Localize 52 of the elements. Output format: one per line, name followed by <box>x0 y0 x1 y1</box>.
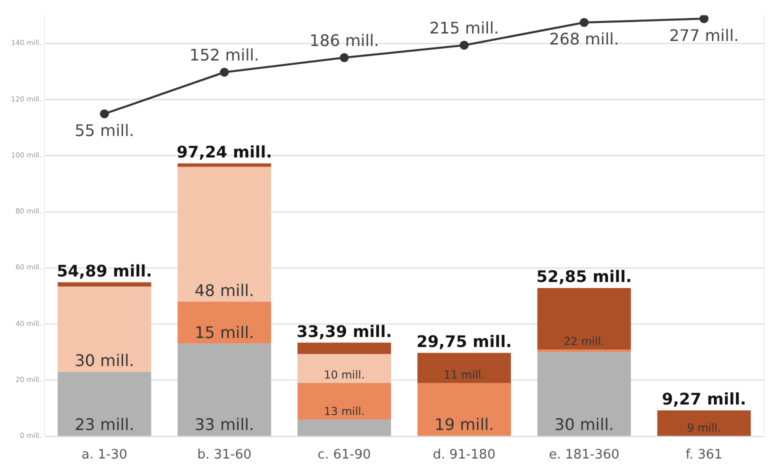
total-label: 97,24 mill. <box>176 142 272 162</box>
bar <box>178 302 272 344</box>
data-label: 48 mill. <box>194 280 254 300</box>
total-label: 52,85 mill. <box>536 267 632 286</box>
total-label: 29,75 mill. <box>416 332 512 352</box>
bar <box>298 342 392 354</box>
bar <box>58 282 152 286</box>
x-tick-label: f. 361 <box>686 448 722 463</box>
point <box>460 40 469 50</box>
data-label: 30 mill. <box>554 415 614 434</box>
point <box>580 18 589 27</box>
data-label: 268 mill. <box>549 30 619 49</box>
data-label: 186 mill. <box>309 30 380 50</box>
bar <box>537 288 631 350</box>
total-label: 33,39 mill. <box>296 322 392 341</box>
bar <box>178 344 272 436</box>
bar <box>298 420 392 436</box>
point <box>700 15 709 24</box>
data-label: 11 mill. <box>444 368 485 382</box>
x-tick-label: d. 91-180 <box>432 448 496 463</box>
bar <box>298 383 392 420</box>
data-label: 10 mill. <box>324 368 365 382</box>
bar <box>657 410 751 436</box>
x-tick-label: c. 61-90 <box>318 448 371 463</box>
data-label: 13 mill. <box>324 404 365 418</box>
point <box>220 68 229 77</box>
bar <box>58 372 152 436</box>
x-tick-label: b. 31-60 <box>197 448 252 463</box>
point <box>100 109 109 118</box>
point <box>340 53 349 62</box>
bar <box>417 383 511 436</box>
bar <box>178 166 272 302</box>
data-label: 55 mill. <box>74 121 134 140</box>
data-label: 30 mill. <box>74 350 134 370</box>
total-label: 9,27 mill. <box>662 390 746 409</box>
data-label: 215 mill. <box>429 18 500 38</box>
bar <box>298 354 392 384</box>
bar <box>58 286 152 372</box>
data-label: 23 mill. <box>74 415 134 434</box>
data-label: 152 mill. <box>190 45 260 64</box>
data-label: 9 mill. <box>687 421 721 434</box>
bar <box>537 352 631 436</box>
bar <box>417 352 511 384</box>
x-tick-label: e. 181-360 <box>548 448 620 463</box>
total-label: 54,89 mill. <box>56 261 152 280</box>
x-tick-label: a. 1-30 <box>82 448 128 463</box>
bar <box>178 163 272 167</box>
data-label: 277 mill. <box>669 26 739 45</box>
data-label: 19 mill. <box>434 415 494 434</box>
data-label: 33 mill. <box>194 415 254 434</box>
data-label: 15 mill. <box>194 322 254 342</box>
data-label: 22 mill. <box>564 335 605 348</box>
